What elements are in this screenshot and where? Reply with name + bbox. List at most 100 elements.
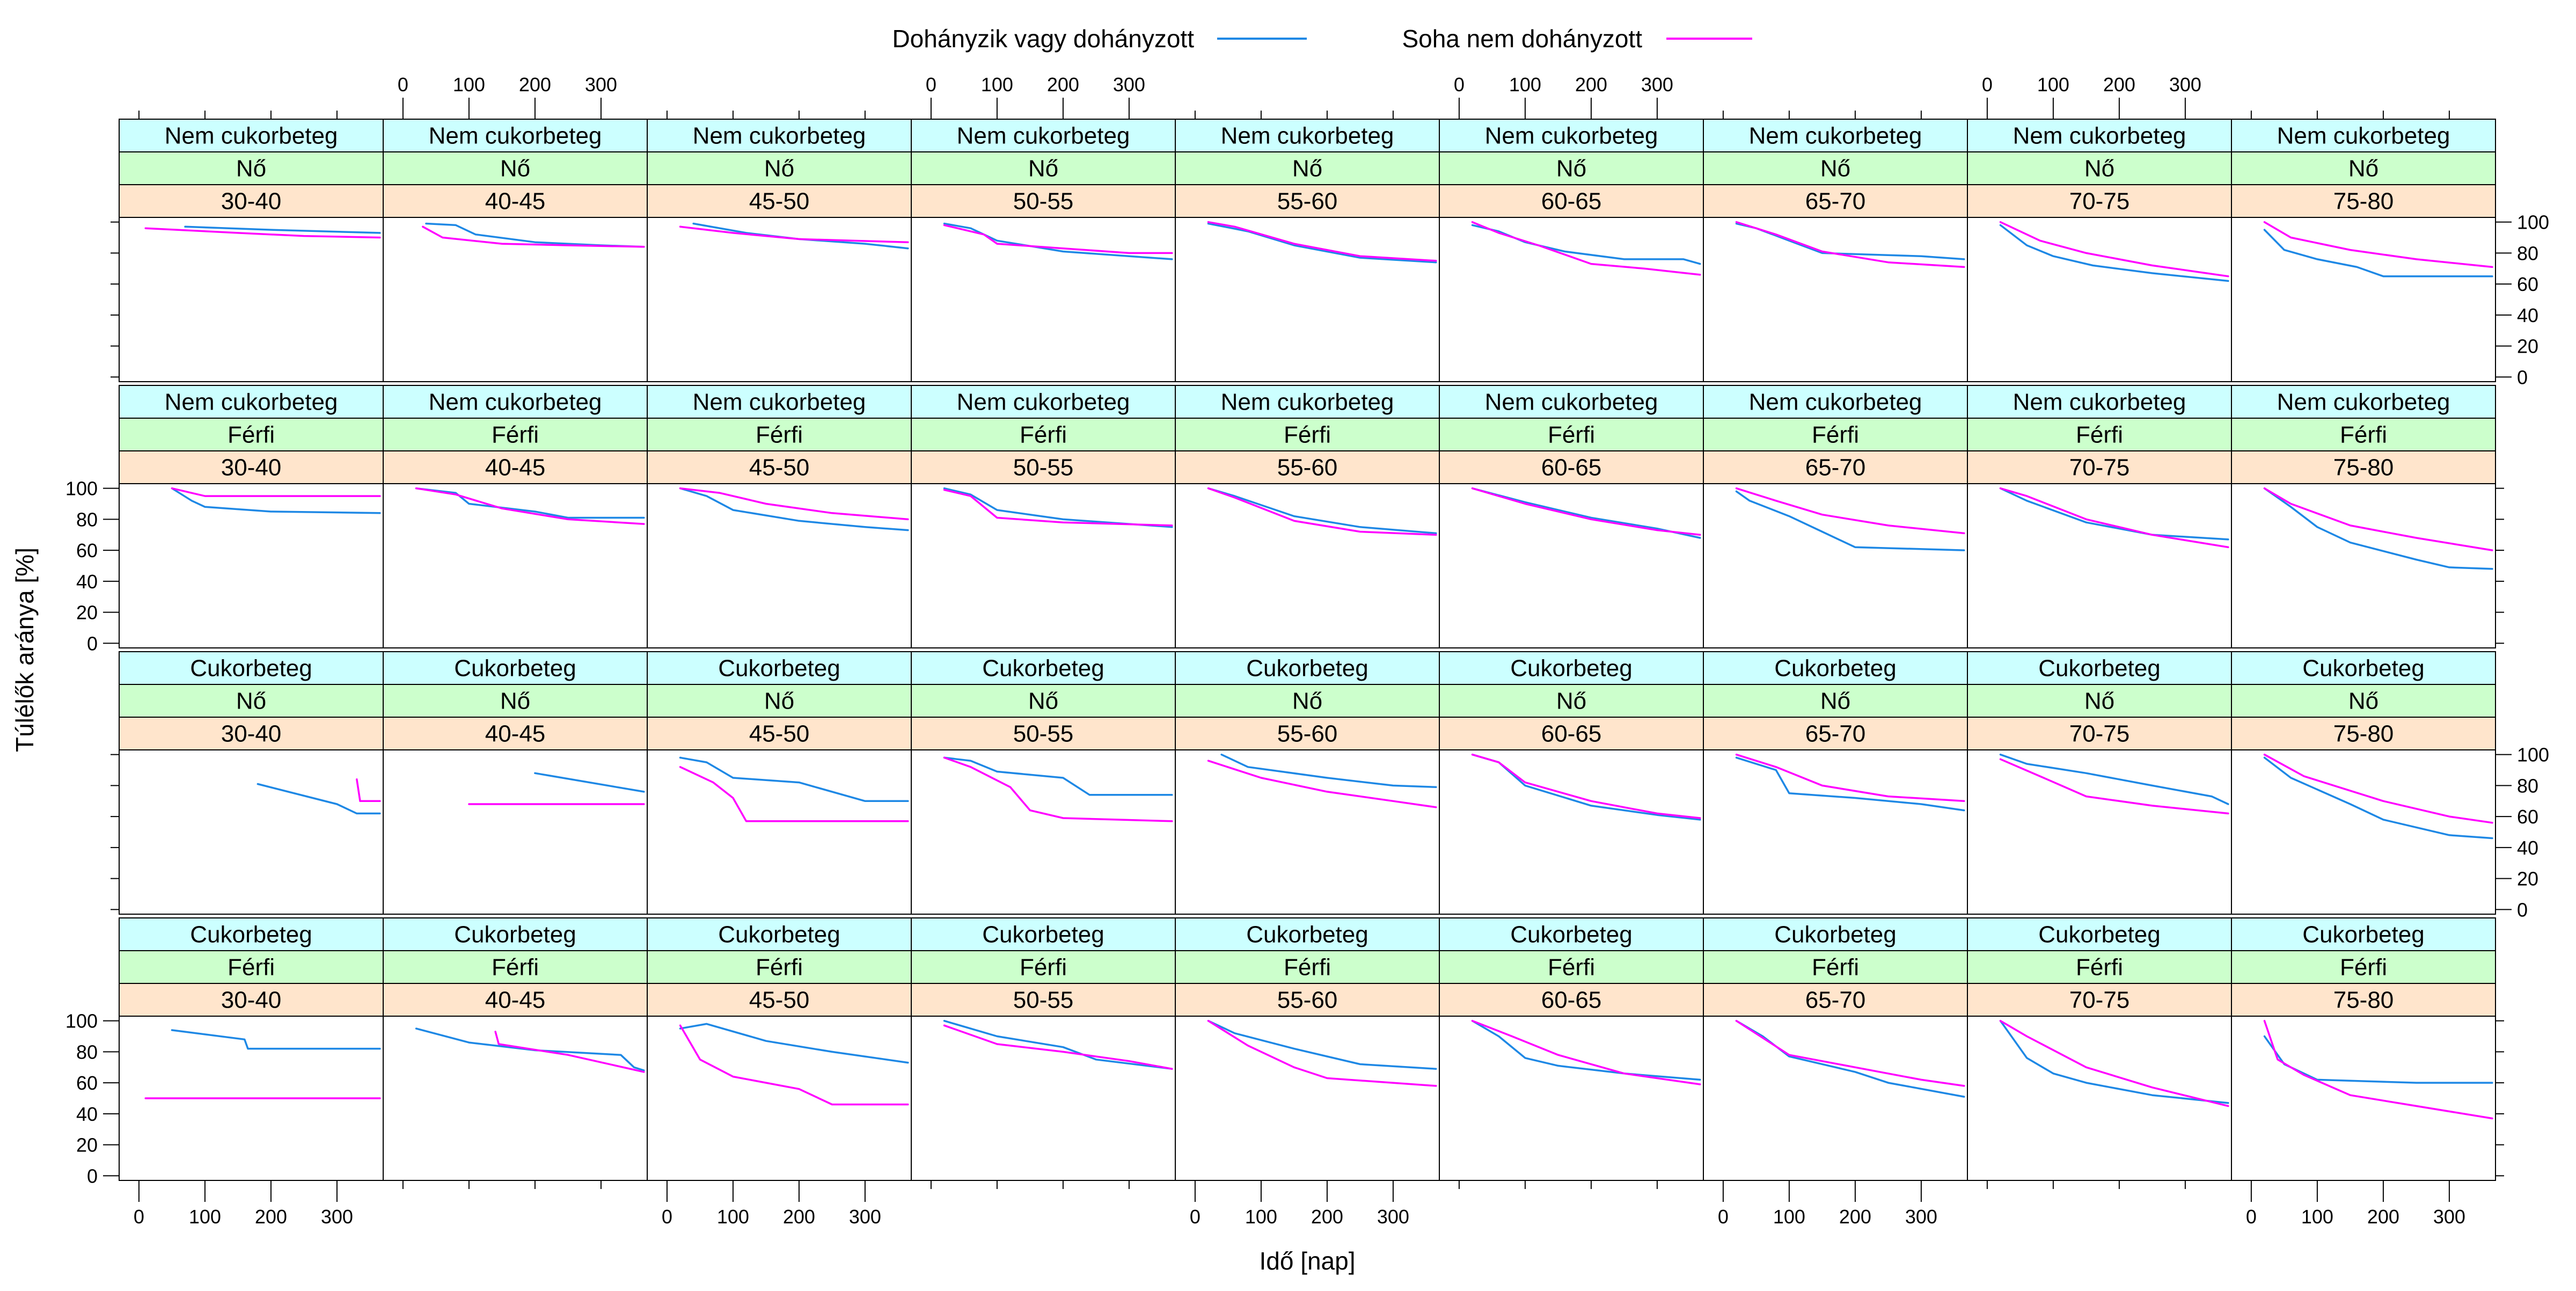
strip-bg — [1175, 950, 1440, 984]
panel: Cukorbeteg Nő 75-80 — [2231, 651, 2496, 915]
strip-bg — [2231, 385, 2496, 419]
y-tick-label-left: 60 — [76, 1072, 98, 1094]
y-tick-label-left: 40 — [76, 1103, 98, 1125]
strip-label: 60-65 — [1541, 721, 1602, 747]
strip-bg — [911, 450, 1176, 484]
strip-bg — [1175, 385, 1440, 419]
series-line — [2263, 487, 2493, 551]
strip-bg — [383, 717, 648, 750]
y-tick-label-right: 40 — [2517, 837, 2538, 859]
strip-label: 65-70 — [1805, 987, 1866, 1013]
strip-label: Cukorbeteg — [2038, 655, 2160, 682]
strip-bg — [1175, 450, 1440, 484]
strip-label: Cukorbeteg — [2302, 922, 2424, 948]
strip-bg — [911, 684, 1176, 718]
legend: Dohányzik vagy dohányzott Soha nem dohány… — [892, 25, 1752, 53]
x-tick-label-top: 0 — [398, 74, 408, 96]
strip-label: 30-40 — [221, 188, 282, 215]
strip-label: Nem cukorbeteg — [1221, 123, 1394, 149]
strip-label: 70-75 — [2069, 721, 2130, 747]
strip-bg — [383, 418, 648, 451]
strip-label: 40-45 — [485, 188, 546, 215]
panel-frame — [119, 483, 384, 648]
strip-bg — [1703, 651, 1968, 685]
x-tick-label-bottom: 100 — [1773, 1206, 1805, 1228]
strip-label: 55-60 — [1277, 188, 1338, 215]
panel: Nem cukorbeteg Nő 45-50 — [647, 119, 912, 382]
panel: Cukorbeteg Nő 50-55 — [911, 651, 1176, 915]
strip-bg — [1439, 950, 1704, 984]
series-line — [943, 224, 1173, 254]
x-tick-label-bottom: 100 — [717, 1206, 749, 1228]
series-line — [1999, 758, 2229, 815]
strip-label: 70-75 — [2069, 455, 2130, 481]
series-line — [2263, 229, 2493, 278]
strip-bg — [1175, 917, 1440, 951]
strip-bg — [911, 119, 1176, 152]
x-tick-label-top: 200 — [2103, 74, 2135, 96]
strip-bg — [1175, 684, 1440, 718]
panel-frame — [911, 1016, 1176, 1181]
panel: Nem cukorbeteg Férfi 45-50 — [647, 385, 912, 648]
strip-label: Férfi — [756, 954, 803, 981]
strip-bg — [2231, 717, 2496, 750]
strip-bg — [647, 983, 912, 1017]
x-tick-label-bottom: 0 — [662, 1206, 672, 1228]
strip-bg — [1439, 917, 1704, 951]
strip-bg — [1703, 385, 1968, 419]
panel-frame — [1703, 749, 1968, 915]
strip-bg — [1439, 151, 1704, 185]
strip-label: 45-50 — [749, 188, 810, 215]
strip-label: Cukorbeteg — [190, 922, 312, 948]
x-tick-label-bottom: 300 — [1377, 1206, 1409, 1228]
strip-bg — [1439, 651, 1704, 685]
strip-bg — [1967, 184, 2232, 218]
series-line — [679, 225, 909, 243]
strip-bg — [1175, 184, 1440, 218]
strip-label: 50-55 — [1013, 455, 1074, 481]
series-line — [184, 225, 381, 234]
strip-label: Nem cukorbeteg — [957, 389, 1130, 415]
series-line — [679, 1024, 909, 1106]
strip-label: Cukorbeteg — [1246, 655, 1368, 682]
strip-label: Férfi — [492, 422, 539, 448]
x-tick-label-top: 200 — [519, 74, 551, 96]
strip-bg — [119, 917, 384, 951]
strip-label: Férfi — [1284, 422, 1331, 448]
series-line — [1999, 487, 2229, 541]
series-line — [1207, 1019, 1437, 1087]
strip-label: Férfi — [1020, 954, 1067, 981]
x-tick-label-bottom: 100 — [2301, 1206, 2333, 1228]
panel-frame — [1175, 1016, 1440, 1181]
strip-label: Cukorbeteg — [1774, 655, 1896, 682]
strip-label: Férfi — [228, 954, 275, 981]
strip-label: 50-55 — [1013, 188, 1074, 215]
strip-label: 75-80 — [2333, 455, 2394, 481]
panel-frame — [1967, 1016, 2232, 1181]
panel: Cukorbeteg Nő 70-75 — [1967, 651, 2232, 915]
series-line — [2263, 221, 2493, 268]
strip-label: Nem cukorbeteg — [429, 123, 602, 149]
strip-label: Cukorbeteg — [1510, 655, 1632, 682]
x-tick-label-bottom: 200 — [1839, 1206, 1871, 1228]
strip-label: Nem cukorbeteg — [2013, 123, 2186, 149]
series-line — [1471, 753, 1701, 819]
strip-label: Nem cukorbeteg — [1749, 123, 1922, 149]
strip-label: Férfi — [228, 422, 275, 448]
y-tick-label-left: 100 — [65, 478, 98, 500]
strip-label: Nő — [236, 156, 266, 182]
panel: Nem cukorbeteg Férfi 50-55 — [911, 385, 1176, 648]
panel-frame — [911, 217, 1176, 382]
strip-label: 45-50 — [749, 455, 810, 481]
strip-label: 45-50 — [749, 987, 810, 1013]
panel: Cukorbeteg Férfi 70-75 — [1967, 917, 2232, 1181]
series-line — [171, 487, 381, 514]
panel-frame — [1439, 217, 1704, 382]
series-line — [422, 225, 645, 248]
panel-frame — [647, 483, 912, 648]
panel: Cukorbeteg Nő 60-65 — [1439, 651, 1704, 915]
strip-label: Cukorbeteg — [2038, 922, 2160, 948]
x-tick-label-top: 100 — [453, 74, 485, 96]
strip-label: Nő — [236, 688, 266, 714]
